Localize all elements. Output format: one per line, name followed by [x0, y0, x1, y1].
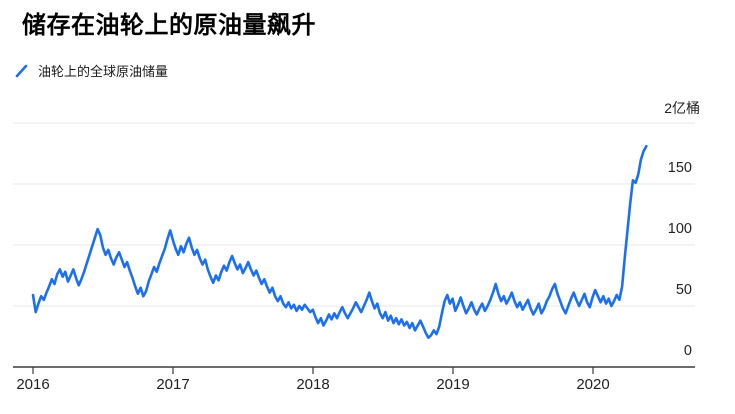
legend: 油轮上的全球原油储量	[14, 61, 168, 80]
legend-label: 油轮上的全球原油储量	[38, 64, 169, 79]
x-axis-label: 2020	[576, 376, 609, 393]
y-axis-label: 100	[668, 221, 692, 237]
x-axis-label: 2019	[436, 376, 469, 393]
y-axis-unit-label: 2亿桶	[664, 100, 700, 116]
y-axis-label: 150	[668, 160, 692, 176]
chart-title: 储存在油轮上的原油量飙升	[22, 13, 316, 39]
data-line	[31, 144, 648, 339]
y-axis-label: 0	[684, 343, 692, 359]
y-axis-label: 50	[676, 282, 692, 298]
x-axis-label: 2017	[156, 376, 189, 393]
legend-line-icon	[15, 64, 28, 77]
x-axis-label: 2018	[296, 376, 329, 393]
x-axis-label: 2016	[16, 376, 49, 393]
